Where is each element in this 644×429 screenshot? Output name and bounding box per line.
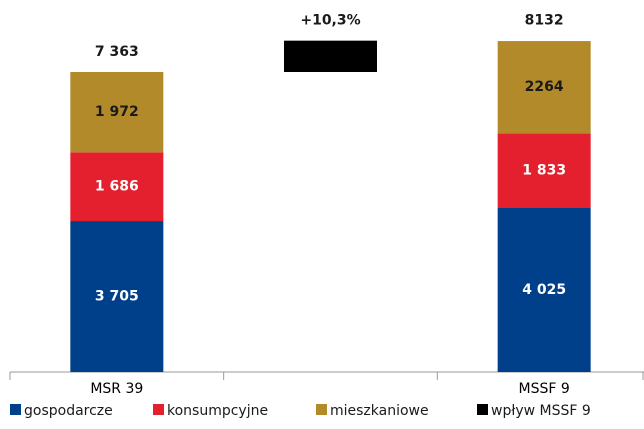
- annotation: +10,3%: [300, 13, 360, 29]
- legend-swatch: [10, 404, 21, 415]
- bar-segment: [70, 221, 164, 372]
- x-tick-label: MSSF 9: [519, 381, 570, 397]
- legend-label: gospodarcze: [24, 403, 113, 419]
- value-label: 4 025: [522, 282, 566, 298]
- legend-swatch: [316, 404, 327, 415]
- bar-segment: [70, 71, 164, 153]
- bar-segment: [70, 152, 164, 222]
- bar-segment: [497, 133, 591, 209]
- legend-label: wpływ MSSF 9: [491, 403, 591, 419]
- total-label: 8132: [525, 13, 564, 29]
- bar-segment: [497, 41, 591, 134]
- legend-label: konsumpcyjne: [167, 403, 268, 419]
- bar-segment: [497, 208, 591, 372]
- value-label: 1 972: [95, 104, 139, 120]
- value-label: 1 686: [95, 179, 139, 195]
- legend-swatch: [477, 404, 488, 415]
- value-label: 2264: [525, 79, 564, 95]
- legend-label: mieszkaniowe: [330, 403, 429, 419]
- total-label: 7 363: [95, 44, 139, 60]
- legend-swatch: [153, 404, 164, 415]
- value-label: 3 705: [95, 289, 139, 305]
- x-tick-label: MSR 39: [90, 381, 143, 397]
- bar-segment: [284, 40, 377, 72]
- value-label: 1 833: [522, 163, 566, 179]
